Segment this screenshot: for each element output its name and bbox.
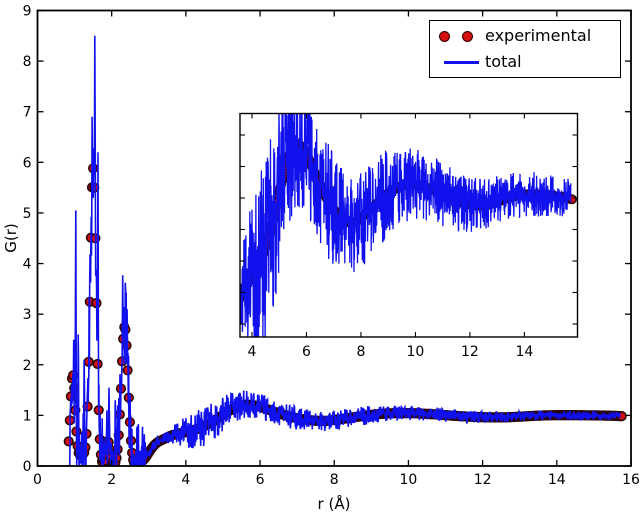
red-circle-marker-icon [439, 30, 450, 42]
legend-label-total: total [485, 52, 522, 71]
legend-entry-total: total [430, 51, 620, 73]
inset-x-tick-label: 10 [407, 344, 425, 360]
x-tick-label: 2 [107, 472, 116, 488]
y-tick-label: 1 [23, 408, 32, 424]
legend-symbol-experimental [430, 30, 485, 42]
y-tick-label: 9 [23, 4, 32, 20]
y-tick-label: 5 [23, 206, 32, 222]
y-tick-label: 0 [23, 459, 32, 475]
blue-line-icon [444, 60, 479, 64]
inset-x-tick-label: 8 [356, 344, 365, 360]
legend-label-experimental: experimental [485, 26, 592, 45]
inset-x-tick-label: 4 [248, 344, 257, 360]
red-circle-marker-icon [462, 30, 473, 42]
inset-total-line [240, 113, 572, 337]
y-tick-label: 7 [23, 105, 32, 121]
x-tick-label: 14 [548, 472, 566, 488]
y-tick-label: 3 [23, 307, 32, 323]
y-tick-label: 8 [23, 54, 32, 70]
x-tick-label: 0 [33, 472, 42, 488]
legend-symbol-total [430, 60, 485, 64]
x-tick-label: 4 [181, 472, 190, 488]
y-tick-label: 4 [23, 257, 32, 273]
y-tick-label: 2 [23, 358, 32, 374]
legend: experimental total [429, 20, 621, 78]
x-tick-label: 16 [622, 472, 640, 488]
y-axis-label: G(r) [2, 223, 20, 253]
main-plot-area [37, 35, 627, 466]
inset-x-tick-label: 12 [461, 344, 479, 360]
legend-entry-experimental: experimental [430, 25, 620, 47]
x-tick-label: 8 [330, 472, 339, 488]
inset-x-tick-label: 14 [515, 344, 533, 360]
inset-tick-labels: 4 6 8 10 12 14 [248, 344, 534, 360]
y-tick-label: 6 [23, 155, 32, 171]
inset-axes-ticks [240, 113, 578, 337]
main-axes-ticks [36, 9, 632, 467]
x-axis-label: r (Å) [317, 495, 351, 513]
x-tick-label: 12 [474, 472, 492, 488]
x-tick-label: 6 [256, 472, 265, 488]
main-total-line [37, 35, 621, 466]
inset-axes-frame [239, 112, 579, 338]
inset-plot-area [240, 113, 577, 337]
inset-x-tick-label: 6 [302, 344, 311, 360]
x-tick-label: 10 [400, 472, 418, 488]
